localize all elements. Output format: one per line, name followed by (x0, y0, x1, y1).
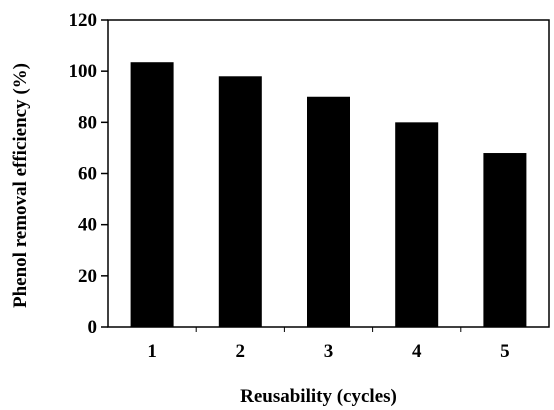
y-tick-label: 120 (69, 10, 98, 31)
x-tick-label: 1 (147, 341, 157, 362)
y-tick-label: 60 (78, 164, 97, 185)
y-ticks-group: 0 20 40 60 80 100 120 (69, 10, 108, 338)
bars-group (130, 62, 527, 328)
y-tick-label: 100 (69, 61, 98, 82)
x-ticks-group: 1 2 3 4 5 (147, 341, 509, 362)
y-tick-label: 0 (88, 317, 98, 338)
bar-1 (130, 62, 174, 328)
bar-5 (483, 153, 527, 327)
bar-2 (218, 76, 262, 328)
y-tick-label: 40 (78, 215, 97, 236)
x-tick-label: 3 (324, 341, 334, 362)
y-tick-label: 80 (78, 112, 97, 133)
y-axis-title: Phenol removal efficiency (%) (10, 63, 31, 308)
x-tick-label: 5 (500, 341, 510, 362)
x-axis-title: Reusability (cycles) (240, 386, 397, 407)
bar-3 (307, 96, 350, 327)
x-tick-label: 4 (412, 341, 422, 362)
y-tick-label: 20 (78, 266, 97, 287)
x-tick-label: 2 (236, 341, 246, 362)
bar-4 (395, 122, 439, 327)
